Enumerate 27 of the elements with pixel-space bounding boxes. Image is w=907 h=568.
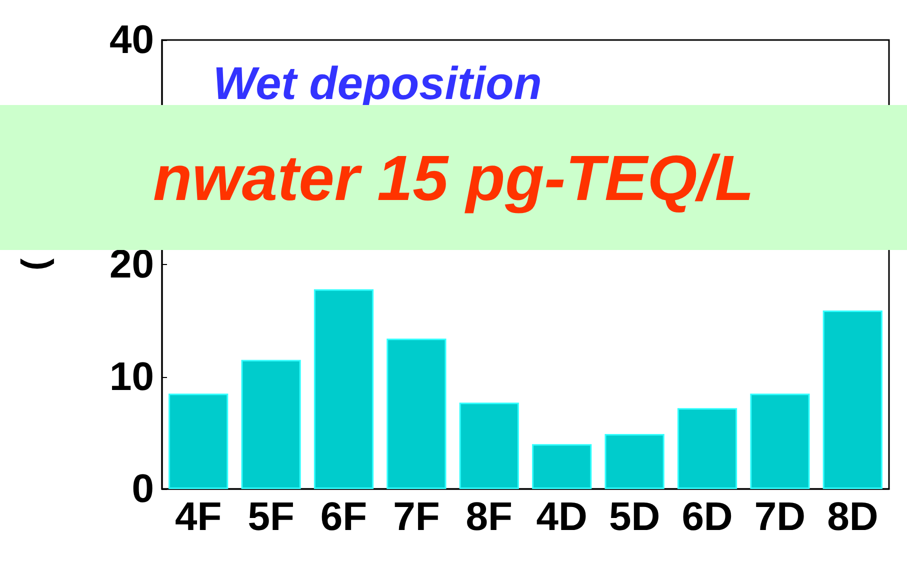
bar xyxy=(532,444,592,489)
x-tick-label: 8F xyxy=(466,495,512,539)
y-tick-label: 40 xyxy=(110,18,154,62)
bar xyxy=(677,408,738,489)
x-tick-label: 5D xyxy=(608,495,660,539)
x-tick-label: 7D xyxy=(754,495,806,539)
bar xyxy=(241,360,301,489)
bar xyxy=(386,338,446,489)
y-tick-label: 10 xyxy=(110,354,154,399)
y-tick-label: 20 xyxy=(110,242,154,286)
x-tick-label: 6F xyxy=(320,495,368,539)
x-tick-label: 8D xyxy=(827,495,878,539)
annotation: nwater 15 pg-TEQ/L xyxy=(153,142,754,214)
annotation: Wet deposition xyxy=(213,57,542,109)
bar xyxy=(168,394,228,489)
bar xyxy=(750,394,810,489)
y-axis-title: ( xyxy=(14,258,54,270)
y-tick-label: 0 xyxy=(132,467,154,511)
bar xyxy=(604,434,664,489)
bar xyxy=(822,310,882,489)
x-tick-label: 7F xyxy=(393,495,440,539)
x-tick-label: 4D xyxy=(536,495,588,539)
bar xyxy=(314,289,374,489)
x-tick-label: 5F xyxy=(248,495,294,539)
x-tick-label: 6D xyxy=(682,495,733,539)
bar xyxy=(459,402,519,489)
x-tick-label: 4F xyxy=(175,495,222,539)
